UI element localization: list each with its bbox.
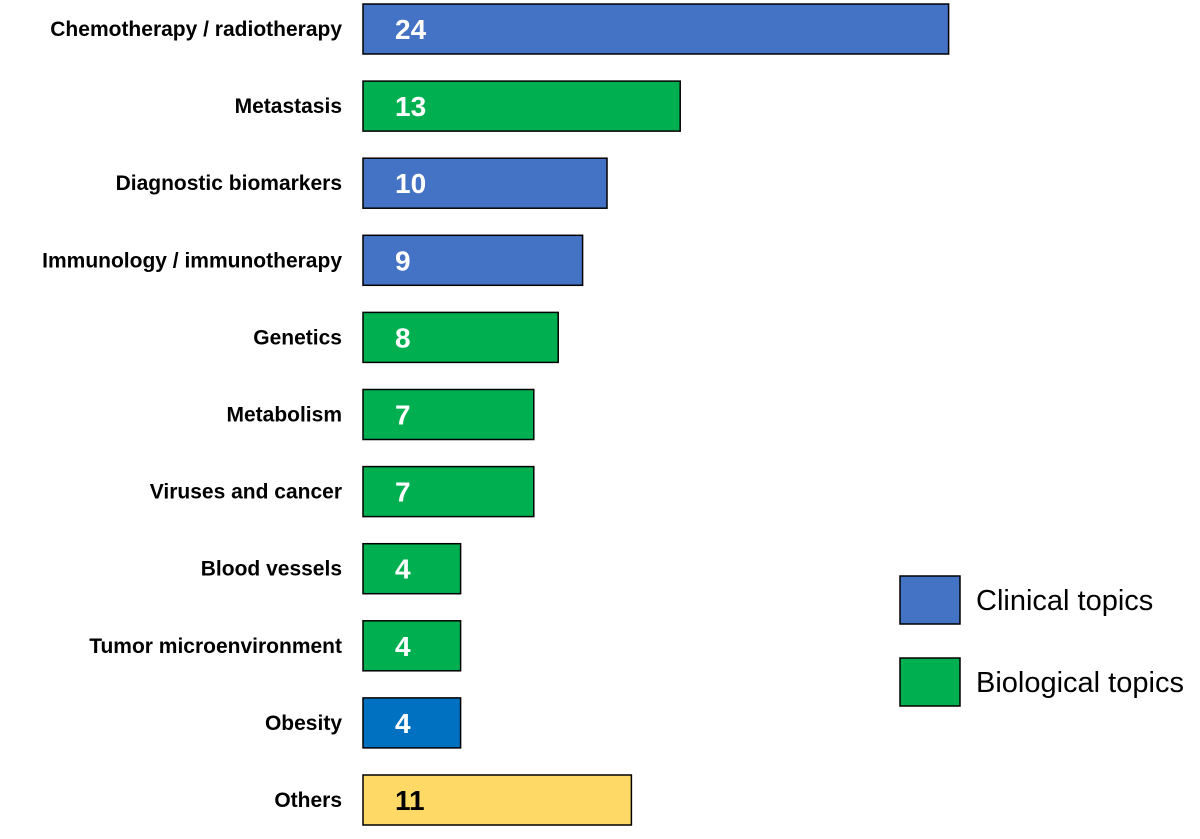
category-label: Immunology / immunotherapy bbox=[42, 249, 342, 272]
bar-value-label: 7 bbox=[395, 400, 411, 431]
bar-row: Metastasis 13 bbox=[235, 80, 681, 132]
category-label: Blood vessels bbox=[201, 558, 342, 581]
bar bbox=[362, 620, 462, 672]
bar-value-label: 9 bbox=[395, 245, 411, 276]
bar-row: Tumor microenvironment 4 bbox=[89, 620, 462, 672]
legend-swatch bbox=[899, 657, 961, 707]
category-label: Others bbox=[274, 789, 342, 812]
legend-entry: Biological topics bbox=[899, 657, 1184, 707]
legend-label: Clinical topics bbox=[976, 585, 1153, 617]
legend-entry: Clinical topics bbox=[899, 575, 1153, 625]
bar-value-label: 13 bbox=[395, 91, 426, 122]
category-label: Genetics bbox=[253, 326, 342, 349]
bar-value-label: 4 bbox=[395, 554, 411, 585]
category-label: Metastasis bbox=[235, 95, 342, 118]
bar-row: Blood vessels 4 bbox=[201, 542, 462, 595]
bar bbox=[362, 542, 462, 595]
category-label: Metabolism bbox=[226, 404, 342, 427]
category-label: Tumor microenvironment bbox=[89, 635, 342, 658]
category-label: Diagnostic biomarkers bbox=[116, 172, 342, 195]
bar bbox=[362, 388, 535, 441]
bar bbox=[362, 311, 559, 364]
bar-row: Viruses and cancer 7 bbox=[150, 465, 535, 518]
bar-row: Others 11 bbox=[274, 774, 633, 826]
legend: Clinical topics Biological topics bbox=[899, 575, 1184, 707]
bars-layer: Chemotherapy / radiotherapy 24 Metastasis 1… bbox=[42, 3, 950, 826]
bar bbox=[362, 80, 681, 132]
bar-value-label: 4 bbox=[395, 631, 411, 662]
category-label: Chemotherapy / radiotherapy bbox=[50, 18, 342, 41]
category-label: Viruses and cancer bbox=[150, 481, 342, 504]
bar-row: Genetics 8 bbox=[253, 311, 559, 364]
bar bbox=[362, 157, 608, 209]
bar-value-label: 11 bbox=[395, 785, 425, 816]
bar bbox=[362, 234, 584, 287]
legend-label: Biological topics bbox=[976, 667, 1184, 699]
bar bbox=[362, 697, 462, 749]
bar-row: Chemotherapy / radiotherapy 24 bbox=[50, 3, 950, 55]
category-label: Obesity bbox=[265, 712, 342, 735]
bar-value-label: 10 bbox=[395, 168, 426, 199]
bar-row: Obesity 4 bbox=[265, 697, 462, 749]
bar bbox=[362, 3, 950, 55]
bar-value-label: 7 bbox=[395, 477, 411, 508]
bar-row: Diagnostic biomarkers 10 bbox=[116, 157, 608, 209]
bar-row: Immunology / immunotherapy 9 bbox=[42, 234, 584, 287]
bar-value-label: 24 bbox=[395, 14, 427, 45]
bar-row: Metabolism 7 bbox=[226, 388, 535, 441]
bar-value-label: 8 bbox=[395, 322, 411, 353]
bar bbox=[362, 465, 535, 518]
bar bbox=[362, 774, 633, 826]
bar-value-label: 4 bbox=[395, 708, 411, 739]
legend-swatch bbox=[899, 575, 961, 625]
